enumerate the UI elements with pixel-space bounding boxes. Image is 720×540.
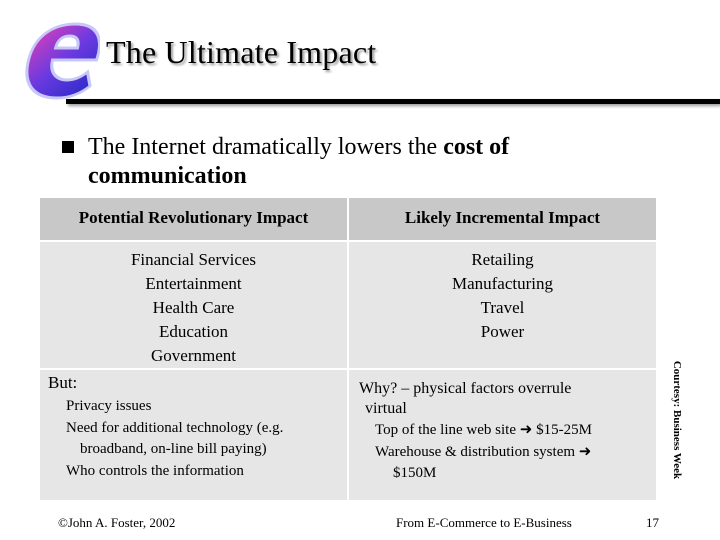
col1-items: Financial Services Entertainment Health … — [40, 242, 347, 368]
list-item: Travel — [480, 298, 525, 317]
list-item: Education — [159, 322, 228, 341]
footer-author: ©John A. Foster, 2002 — [58, 515, 176, 530]
why-cell: Why? – physical factors overrule virtual… — [349, 370, 656, 500]
col1-header: Potential Revolutionary Impact — [40, 198, 347, 240]
col2-header-text: Likely Incremental Impact — [404, 208, 601, 227]
col2-header: Likely Incremental Impact — [349, 198, 656, 240]
why-line2: virtual — [365, 400, 407, 417]
page-number: 17 — [646, 515, 659, 530]
why-label: Why? – physical factors overrule — [359, 380, 572, 397]
col1-header-text: Potential Revolutionary Impact — [78, 208, 309, 227]
title-divider — [66, 99, 720, 104]
why-item2-text: Warehouse & distribution system — [375, 443, 579, 460]
intro-text: The Internet dramatically lowers the cos… — [88, 133, 648, 191]
courtesy-text: Courtesy: Business Week — [671, 360, 683, 480]
list-item: Government — [151, 346, 236, 365]
why-item1-value: $15-25M — [532, 422, 592, 438]
list-item: Manufacturing — [451, 274, 554, 293]
list-item: Financial Services — [130, 250, 257, 269]
why-item2-value: $150M — [393, 465, 437, 481]
list-item: Retailing — [471, 250, 534, 269]
col2-items: Retailing Manufacturing Travel Power — [349, 242, 656, 368]
e-logo-icon: e — [25, 22, 100, 100]
why-item1-text: Top of the line web site — [375, 422, 520, 438]
but-item: Who controls the information — [66, 462, 244, 479]
courtesy-note: Courtesy: Business Week — [666, 352, 688, 488]
list-item: Health Care — [152, 298, 235, 317]
list-item: Power — [480, 322, 525, 341]
but-label: But: — [48, 373, 78, 392]
intro-plain: The Internet dramatically lowers the — [88, 134, 444, 160]
list-item: Entertainment — [145, 274, 242, 293]
arrow-right-icon: ➜ — [578, 443, 592, 460]
slide-title: The Ultimate Impact — [106, 34, 377, 70]
why-item-website: Top of the line web site ➜ $15-25M — [375, 420, 656, 442]
but-item: Privacy issues — [66, 398, 152, 414]
but-item: broadband, on-line bill paying) — [80, 441, 267, 457]
intro-bold: cost of communication — [88, 134, 510, 189]
bullet-square-icon — [62, 141, 74, 153]
but-cell: But: Privacy issues Need for additional … — [40, 370, 347, 500]
but-item: Need for additional technology (e.g. — [66, 419, 284, 436]
arrow-right-icon: ➜ — [519, 422, 533, 438]
why-item-warehouse: Warehouse & distribution system ➜ — [375, 442, 656, 464]
footer-source: From E-Commerce to E-Business — [396, 515, 572, 530]
